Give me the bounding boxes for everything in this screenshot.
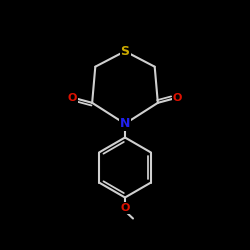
Text: O: O [120, 203, 130, 213]
Text: N: N [120, 117, 130, 130]
Text: S: S [120, 45, 130, 58]
Text: O: O [173, 93, 182, 103]
Text: O: O [68, 93, 77, 103]
